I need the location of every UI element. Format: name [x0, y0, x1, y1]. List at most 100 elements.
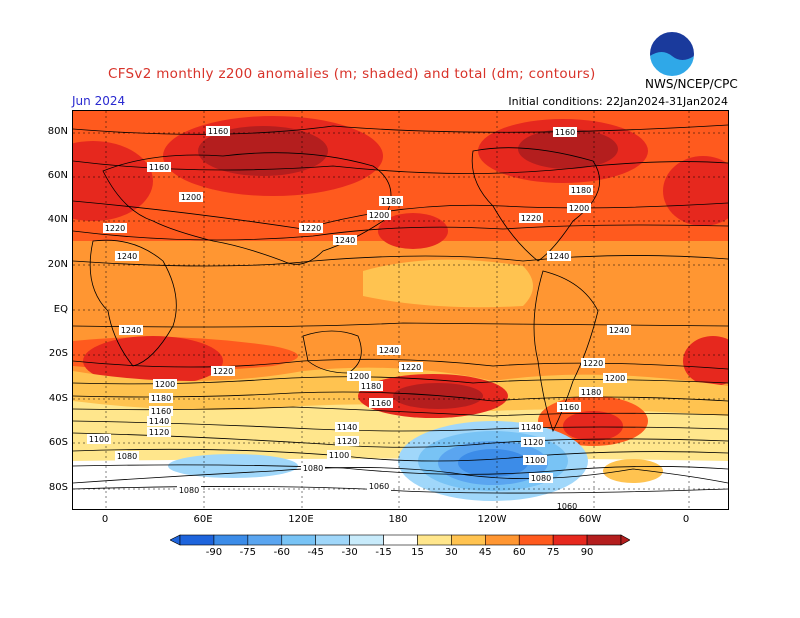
svg-text:1120: 1120	[149, 428, 169, 437]
lat-label: 60N	[47, 170, 68, 181]
contour-label: 1140	[519, 422, 543, 432]
colorbar-cell	[586, 534, 622, 546]
lon-label: 180	[388, 514, 408, 525]
svg-text:1120: 1120	[337, 437, 357, 446]
svg-text:1220: 1220	[583, 359, 603, 368]
contour-label: 1200	[567, 203, 591, 213]
svg-text:1100: 1100	[329, 451, 349, 460]
contour-label: 1060	[555, 501, 579, 509]
svg-text:1180: 1180	[581, 388, 601, 397]
colorbar-cell	[552, 534, 588, 546]
svg-text:1080: 1080	[179, 486, 199, 495]
agency-label: NWS/NCEP/CPC	[645, 77, 738, 91]
svg-text:1140: 1140	[337, 423, 357, 432]
svg-text:1160: 1160	[151, 407, 171, 416]
svg-text:1220: 1220	[401, 363, 421, 372]
contour-label: 1120	[147, 427, 171, 437]
colorbar-label: -30	[341, 547, 358, 558]
svg-text:1100: 1100	[89, 435, 109, 444]
svg-text:1240: 1240	[549, 252, 569, 261]
svg-text:1160: 1160	[208, 127, 228, 136]
svg-text:1240: 1240	[379, 346, 399, 355]
lat-label: 80N	[47, 126, 68, 137]
lat-label: 40N	[47, 214, 68, 225]
noaa-logo-icon	[648, 30, 696, 78]
colorbar-cell	[281, 534, 316, 546]
lon-label: 60E	[193, 514, 213, 525]
lon-label: 0	[682, 514, 690, 525]
contour-label: 1220	[519, 213, 543, 223]
svg-text:1160: 1160	[371, 399, 391, 408]
svg-text:1180: 1180	[361, 382, 381, 391]
svg-text:1180: 1180	[381, 197, 401, 206]
colorbar-cell	[451, 534, 486, 546]
contour-label: 1160	[206, 126, 230, 136]
forecast-month: Jun 2024	[72, 94, 126, 108]
svg-text:1080: 1080	[531, 474, 551, 483]
contour-label: 1080	[301, 463, 325, 473]
contour-label: 1220	[581, 358, 605, 368]
svg-text:1180: 1180	[571, 186, 591, 195]
map-title: CFSv2 monthly z200 anomalies (m; shaded)…	[108, 66, 596, 82]
svg-text:1200: 1200	[349, 372, 369, 381]
contour-label: 1140	[335, 422, 359, 432]
colorbar-cell	[518, 534, 554, 546]
contour-label: 1060	[367, 481, 391, 491]
anomaly-map: 1160 1160 1160 1180 1180 1200 1200 1200 …	[72, 110, 729, 510]
svg-text:1200: 1200	[605, 374, 625, 383]
contour-label: 1180	[579, 387, 603, 397]
contour-label: 1180	[379, 196, 403, 206]
colorbar	[170, 534, 630, 546]
contour-label: 1240	[607, 325, 631, 335]
contour-label: 1160	[553, 127, 577, 137]
svg-text:1180: 1180	[151, 394, 171, 403]
colorbar-label: -60	[273, 547, 290, 558]
colorbar-label: -75	[239, 547, 257, 558]
contour-label: 1220	[211, 366, 235, 376]
svg-text:1160: 1160	[555, 128, 575, 137]
contour-label: 1200	[603, 373, 627, 383]
contour-label: 1220	[103, 223, 127, 233]
svg-text:1240: 1240	[335, 236, 355, 245]
lat-label: 60S	[48, 437, 68, 448]
svg-text:1240: 1240	[609, 326, 629, 335]
contour-label: 1080	[115, 451, 139, 461]
colorbar-label: 75	[546, 547, 560, 558]
contour-label: 1100	[87, 434, 111, 444]
colorbar-cell	[349, 534, 384, 546]
svg-text:1200: 1200	[569, 204, 589, 213]
contour-label: 1100	[523, 455, 547, 465]
colorbar-cell	[485, 534, 520, 546]
contour-label: 1180	[359, 381, 383, 391]
contour-label: 1220	[399, 362, 423, 372]
svg-text:1200: 1200	[155, 380, 175, 389]
colorbar-cell	[417, 534, 452, 546]
contour-label: 1120	[335, 436, 359, 446]
contour-label: 1120	[521, 437, 545, 447]
svg-text:1200: 1200	[369, 211, 389, 220]
contour-label: 1200	[179, 192, 203, 202]
contour-label: 1140	[147, 416, 171, 426]
colorbar-label: 30	[445, 547, 458, 558]
contour-label: 1220	[299, 223, 323, 233]
colorbar-cell	[179, 534, 215, 546]
colorbar-cell	[247, 534, 283, 546]
colorbar-label: -90	[205, 547, 223, 558]
svg-text:1160: 1160	[559, 403, 579, 412]
colorbar-label: 15	[411, 547, 424, 558]
contour-label: 1180	[569, 185, 593, 195]
colorbar-arrow-right	[620, 534, 630, 546]
anomaly-map-canvas: 1160 1160 1160 1180 1180 1200 1200 1200 …	[73, 111, 728, 509]
contour-label: 1100	[327, 450, 351, 460]
svg-text:1060: 1060	[557, 502, 577, 509]
svg-text:1220: 1220	[521, 214, 541, 223]
colorbar-arrow-left	[170, 534, 181, 546]
contour-label: 1160	[149, 406, 173, 416]
contour-label: 1240	[547, 251, 571, 261]
lat-label: EQ	[53, 304, 68, 315]
svg-text:1060: 1060	[369, 482, 389, 491]
contour-label: 1240	[333, 235, 357, 245]
colorbar-label: -15	[375, 547, 392, 558]
lon-label: 120W	[477, 514, 507, 525]
contour-label: 1240	[119, 325, 143, 335]
